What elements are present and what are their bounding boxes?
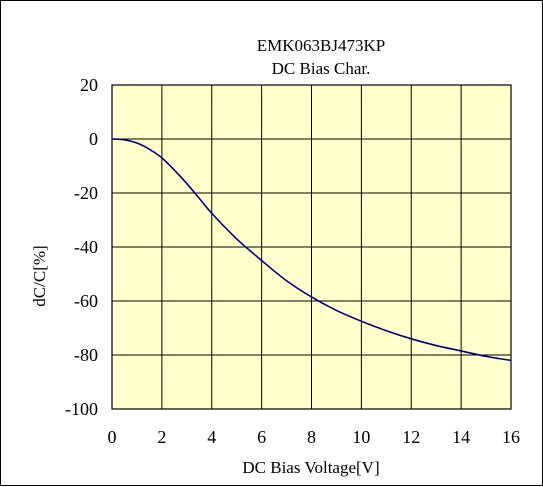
series-line bbox=[111, 138, 512, 362]
x-tick-label: 6 bbox=[257, 427, 266, 447]
y-tick-label: 0 bbox=[89, 129, 98, 149]
y-tick-label: 20 bbox=[80, 75, 98, 95]
x-tick-label: 2 bbox=[157, 427, 166, 447]
y-tick-label: -80 bbox=[74, 345, 98, 365]
chart-subtitle: DC Bias Char. bbox=[272, 59, 371, 78]
x-tick-label: 12 bbox=[402, 427, 420, 447]
x-tick-label: 4 bbox=[207, 427, 216, 447]
plot-border bbox=[111, 84, 512, 410]
y-tick-label: -100 bbox=[65, 399, 98, 419]
x-tick-label: 14 bbox=[452, 427, 470, 447]
x-tick-label: 0 bbox=[108, 427, 117, 447]
x-axis-label: DC Bias Voltage[V] bbox=[242, 458, 379, 477]
chart-title: EMK063BJ473KP bbox=[257, 36, 385, 55]
x-tick-label: 10 bbox=[352, 427, 370, 447]
x-tick-label: 16 bbox=[502, 427, 520, 447]
x-tick-label: 8 bbox=[307, 427, 316, 447]
y-axis-label: dC/C[%] bbox=[30, 245, 49, 306]
tick-labels: 0 2 4 6 8 10 12 14 16 20 0 -20 -40 -60 -80 -100 bbox=[65, 75, 520, 447]
y-tick-label: -20 bbox=[74, 183, 98, 203]
y-tick-label: -40 bbox=[74, 237, 98, 257]
y-tick-label: -60 bbox=[74, 291, 98, 311]
